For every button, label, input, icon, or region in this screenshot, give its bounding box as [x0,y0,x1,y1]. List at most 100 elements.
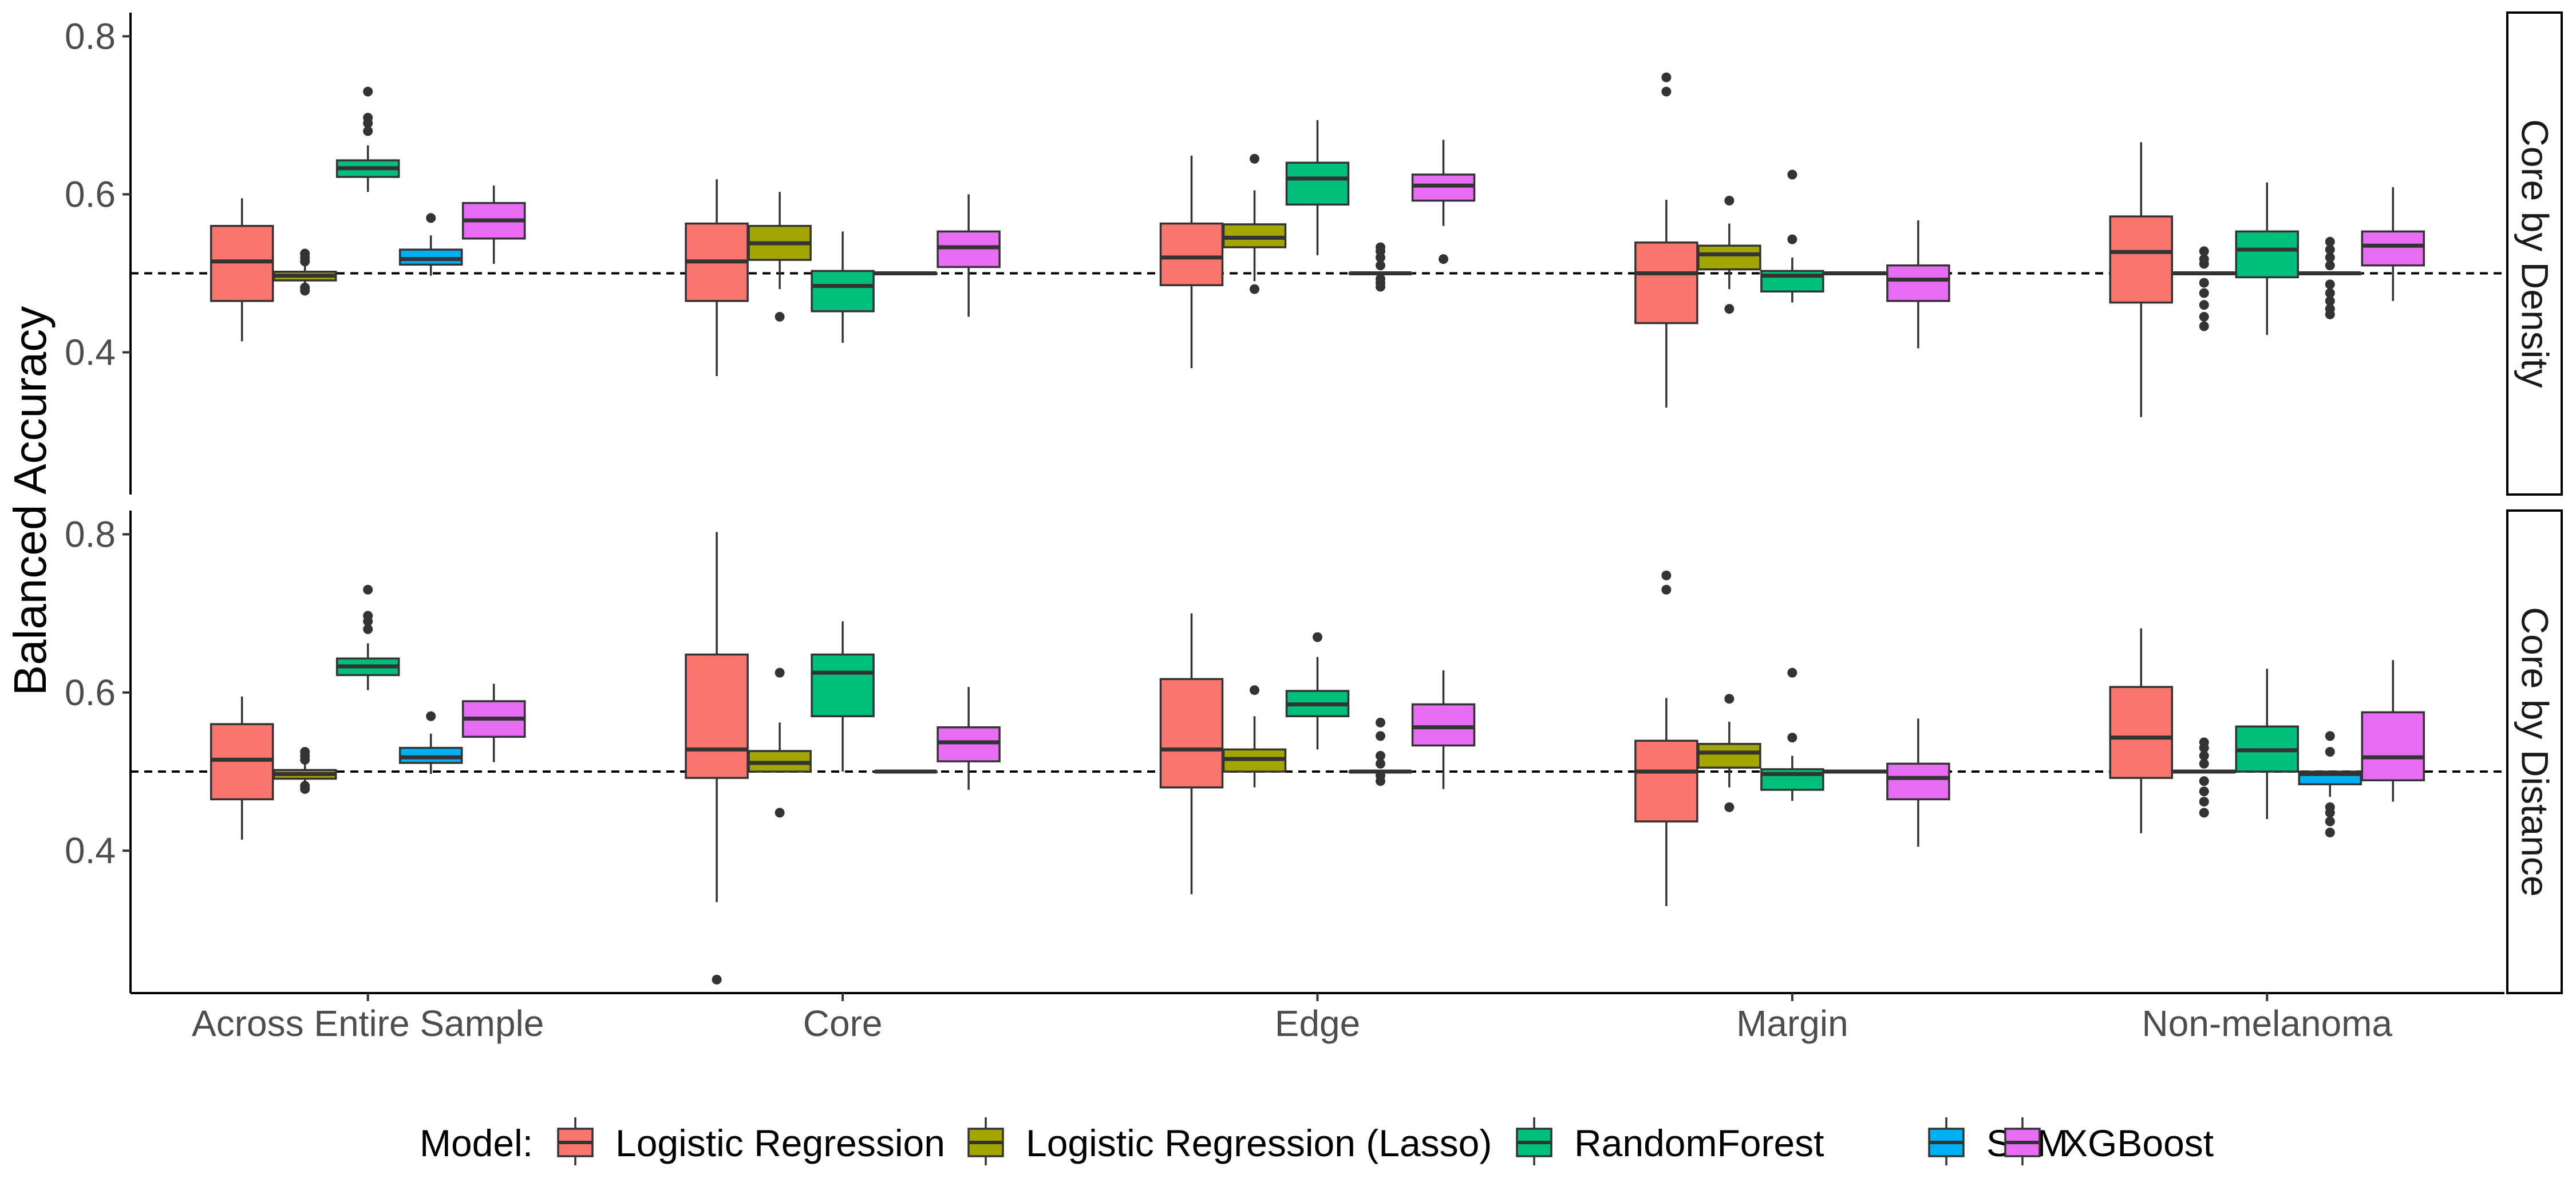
x-tick-label: Across Entire Sample [192,1003,544,1044]
outlier-point [363,584,373,595]
x-tick-label: Core [803,1003,883,1044]
outlier-point [300,781,310,791]
outlier-point [1250,153,1259,164]
outlier-point [2199,300,2209,310]
box-non-melanoma-3 [2298,236,2362,319]
facet-strip-label: Core by Density [2514,119,2557,388]
box-core-4 [937,194,1001,317]
outlier-point [2325,279,2335,290]
box-edge-1 [1222,153,1287,294]
box-body [2235,230,2300,279]
box-edge-4 [1411,140,1476,264]
outlier-point [363,113,373,123]
box-non-melanoma-2 [2235,669,2300,819]
outlier-point [2325,731,2335,741]
outlier-point [2199,321,2209,331]
outlier-point [2199,288,2209,298]
outlier-point [1661,570,1672,580]
outlier-point [2325,816,2335,827]
panel-0: 0.4 0.6 0.8 Core by Density [65,11,2563,496]
box-non-melanoma-0 [2109,628,2174,833]
y-tick-label: 0.4 [65,332,116,373]
legend-item: Logistic Regression [557,1117,945,1165]
x-axis: Across Entire Sample Core Edge Margin Non-me… [131,992,2504,1044]
box-across-entire-sample-3 [398,213,463,276]
outlier-point [1661,86,1672,97]
outlier-point [2325,802,2335,812]
box-across-entire-sample-2 [335,584,400,690]
y-tick-label: 0.6 [65,173,116,215]
outlier-point [1313,632,1322,642]
outlier-point [426,213,436,223]
box-non-melanoma-4 [2361,187,2425,301]
panels: 0.4 0.6 0.8 Core by Density 0.4 0.6 0.8 Core by… [65,11,2563,1044]
box-across-entire-sample-0 [210,198,274,342]
outlier-point [2325,260,2335,271]
outlier-point [1661,584,1672,595]
box-edge-0 [1159,155,1224,369]
outlier-point [2199,776,2209,786]
box-margin-2 [1760,169,1824,303]
y-tick-label: 0.8 [65,513,116,555]
outlier-point [2199,737,2209,748]
box-core-2 [811,231,875,343]
outlier-point [1376,242,1385,252]
box-body [2361,230,2425,267]
outlier-point [1376,750,1385,761]
outlier-point [2199,786,2209,797]
outlier-point [2325,244,2335,255]
outlier-point [2325,296,2335,306]
outlier-point [300,747,310,757]
legend: Model: Logistic Regression Logistic Regres… [420,1117,2214,1165]
box-body [1697,742,1761,769]
legend-item: SVM [1928,1117,2068,1165]
box-edge-4 [1411,670,1476,789]
outlier-point [363,611,373,621]
box-non-melanoma-1 [2172,246,2237,331]
outlier-point [712,975,722,985]
box-body [1697,244,1761,271]
box-body [1159,222,1224,286]
facet-strip [2506,11,2563,496]
box-across-entire-sample-1 [272,747,337,794]
box-body [2361,711,2425,782]
box-body [1634,241,1698,325]
box-body [1886,762,1950,801]
box-margin-4 [1886,220,1950,349]
box-core-0 [685,532,749,985]
facet-strip [2506,509,2563,994]
outlier-point [1376,758,1385,769]
legend-label: RandomForest [1574,1122,1824,1164]
outlier-point [2199,758,2209,769]
box-edge-2 [1285,120,1350,255]
outlier-point [363,624,373,634]
box-body [811,653,875,718]
box-core-1 [748,667,812,818]
legend-label: Logistic Regression [615,1122,945,1164]
outlier-point [2199,278,2209,288]
outlier-point [1787,667,1797,678]
y-tick-label: 0.8 [65,15,116,57]
box-non-melanoma-0 [2109,142,2174,417]
outlier-point [2325,236,2335,247]
outlier-point [300,248,310,259]
outlier-point [1724,196,1735,206]
y-axis-title: Balanced Accuracy [5,306,56,695]
box-margin-4 [1886,718,1950,847]
box-core-4 [937,687,1001,790]
outlier-point [2325,288,2335,298]
panel-1: 0.4 0.6 0.8 Core by Distance [65,509,2563,994]
y-tick-label: 0.4 [65,830,116,871]
outlier-point [1250,685,1259,695]
outlier-point [1376,260,1385,271]
box-across-entire-sample-2 [335,86,400,192]
box-edge-0 [1159,613,1224,895]
outlier-point [2325,252,2335,263]
box-non-melanoma-3 [2298,731,2362,837]
outlier-point [1439,254,1448,264]
outlier-point [1787,169,1797,180]
outlier-point [1724,694,1735,704]
outlier-point [1724,802,1735,812]
box-edge-3 [1348,717,1413,786]
outlier-point [775,808,785,818]
